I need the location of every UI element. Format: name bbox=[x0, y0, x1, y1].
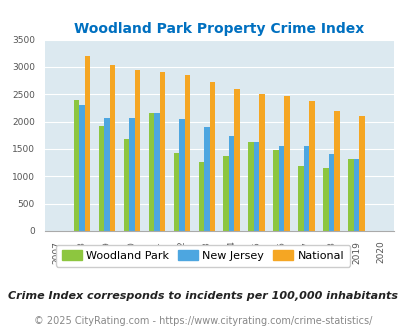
Bar bbox=[358, 115, 364, 231]
Bar bbox=[159, 72, 165, 231]
Bar bbox=[129, 118, 134, 231]
Bar bbox=[204, 127, 209, 231]
Bar bbox=[74, 100, 79, 231]
Title: Woodland Park Property Crime Index: Woodland Park Property Crime Index bbox=[74, 22, 363, 36]
Bar bbox=[309, 101, 314, 231]
Bar bbox=[173, 153, 179, 231]
Bar bbox=[134, 70, 140, 231]
Bar bbox=[284, 96, 289, 231]
Legend: Woodland Park, New Jersey, National: Woodland Park, New Jersey, National bbox=[56, 245, 349, 267]
Bar bbox=[298, 166, 303, 231]
Bar bbox=[273, 150, 278, 231]
Bar bbox=[248, 143, 253, 231]
Bar bbox=[228, 136, 234, 231]
Text: Crime Index corresponds to incidents per 100,000 inhabitants: Crime Index corresponds to incidents per… bbox=[8, 291, 397, 301]
Bar bbox=[328, 154, 333, 231]
Bar bbox=[347, 159, 353, 231]
Bar bbox=[322, 168, 328, 231]
Bar bbox=[184, 75, 190, 231]
Bar bbox=[98, 126, 104, 231]
Bar bbox=[109, 65, 115, 231]
Bar bbox=[124, 139, 129, 231]
Bar bbox=[179, 119, 184, 231]
Bar bbox=[253, 143, 259, 231]
Bar bbox=[148, 113, 154, 231]
Bar bbox=[303, 146, 309, 231]
Bar bbox=[209, 82, 215, 231]
Bar bbox=[154, 114, 159, 231]
Bar bbox=[85, 56, 90, 231]
Bar bbox=[223, 156, 228, 231]
Bar bbox=[259, 94, 264, 231]
Bar bbox=[104, 118, 109, 231]
Bar bbox=[353, 159, 358, 231]
Bar bbox=[234, 89, 239, 231]
Bar bbox=[198, 162, 204, 231]
Text: © 2025 CityRating.com - https://www.cityrating.com/crime-statistics/: © 2025 CityRating.com - https://www.city… bbox=[34, 316, 371, 326]
Bar bbox=[333, 111, 339, 231]
Bar bbox=[278, 146, 284, 231]
Bar bbox=[79, 105, 85, 231]
